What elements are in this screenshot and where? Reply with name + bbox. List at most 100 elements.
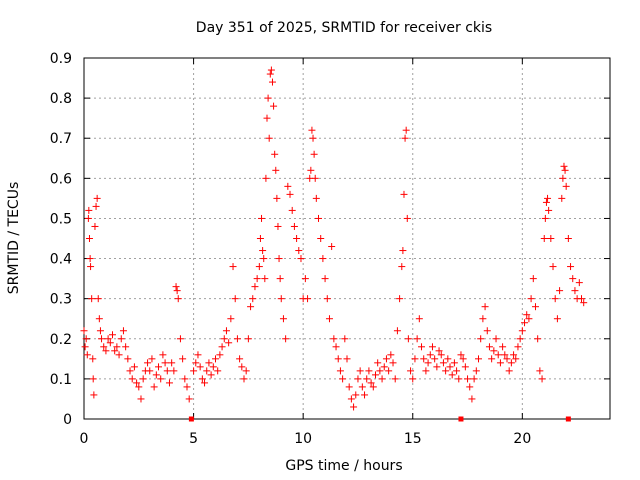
data-point (93, 194, 101, 202)
data-point (358, 383, 366, 391)
data-point (148, 355, 156, 363)
data-point (466, 383, 474, 391)
data-point (562, 182, 570, 190)
data-point (433, 363, 441, 371)
data-point (297, 255, 305, 263)
data-point (361, 391, 369, 399)
data-point (488, 355, 496, 363)
data-point (529, 275, 537, 283)
data-point (108, 331, 116, 339)
data-point (253, 275, 261, 283)
data-point (236, 355, 244, 363)
data-point (345, 383, 353, 391)
plot-frame (83, 57, 611, 420)
data-point (263, 114, 271, 122)
data-point (309, 134, 317, 142)
data-point (420, 355, 428, 363)
data-point (389, 359, 397, 367)
x-axis-label: GPS time / hours (285, 458, 402, 474)
data-point (571, 287, 579, 295)
data-point (267, 66, 275, 74)
data-point (163, 367, 171, 375)
zero-marker (458, 416, 464, 422)
data-point (207, 371, 215, 379)
data-point (330, 335, 338, 343)
data-point (227, 315, 235, 323)
data-point (89, 375, 97, 383)
data-point (128, 375, 136, 383)
grid-lines (84, 58, 610, 419)
data-point (275, 255, 283, 263)
data-point (222, 327, 230, 335)
y-tick-label: 0.7 (50, 131, 72, 147)
data-point (391, 375, 399, 383)
data-point (442, 367, 450, 375)
data-point (385, 367, 393, 375)
data-point (444, 355, 452, 363)
data-point (569, 275, 577, 283)
data-point (496, 359, 504, 367)
data-point (122, 343, 130, 351)
data-point (92, 202, 100, 210)
data-point (558, 194, 566, 202)
y-tick-label: 0.2 (50, 332, 72, 348)
data-point (341, 335, 349, 343)
data-point (277, 295, 285, 303)
data-point (194, 351, 202, 359)
y-tick-label: 0.5 (50, 211, 72, 227)
data-point (150, 383, 158, 391)
data-point (503, 355, 511, 363)
data-point (115, 351, 123, 359)
data-point (540, 235, 548, 242)
data-point (556, 287, 564, 295)
data-point (551, 295, 559, 303)
data-point (84, 214, 92, 222)
data-point (518, 327, 526, 335)
data-point (96, 327, 104, 335)
data-point (514, 343, 522, 351)
data-point (431, 355, 439, 363)
y-tick-label: 0.3 (50, 292, 72, 308)
data-point (521, 319, 529, 327)
data-point (512, 355, 520, 363)
data-point (238, 363, 246, 371)
data-point (94, 295, 102, 303)
data-point (485, 343, 493, 351)
data-point (398, 263, 406, 271)
data-point (402, 126, 410, 134)
data-point (170, 367, 178, 375)
data-point (139, 375, 147, 383)
data-point (198, 375, 206, 383)
data-point (560, 162, 568, 170)
data-point (494, 351, 502, 359)
data-point (233, 335, 241, 343)
data-point (240, 375, 248, 383)
data-point (575, 279, 583, 287)
data-point (90, 391, 98, 399)
data-point (472, 367, 480, 375)
data-point (225, 339, 233, 347)
data-point (102, 347, 110, 355)
data-point (483, 327, 491, 335)
data-point (321, 275, 329, 283)
data-point (422, 367, 430, 375)
data-point (117, 335, 125, 343)
data-point (274, 222, 282, 230)
data-point (247, 303, 255, 311)
data-point (464, 375, 472, 383)
data-point (424, 359, 432, 367)
data-point (455, 375, 463, 383)
data-point (216, 351, 224, 359)
zero-marker (565, 416, 571, 422)
data-point (354, 375, 362, 383)
data-point (363, 375, 371, 383)
data-point (270, 102, 278, 110)
data-point (268, 78, 276, 86)
data-point (545, 206, 553, 214)
data-point (549, 263, 557, 271)
data-point (468, 395, 476, 403)
data-point (328, 243, 336, 251)
y-tick-label: 0 (63, 412, 72, 428)
data-point (276, 275, 284, 283)
